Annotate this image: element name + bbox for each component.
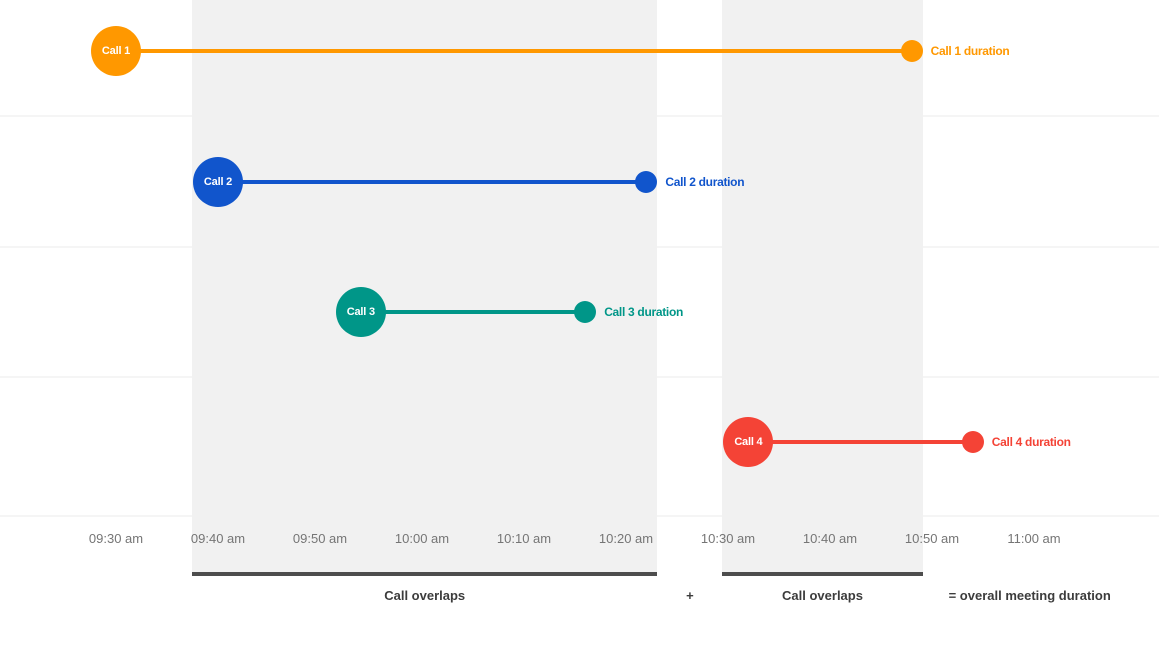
- overlap-band-1: [192, 0, 658, 572]
- x-axis-tick-1: 09:30 am: [88, 531, 144, 546]
- call-4-duration-line: [748, 440, 973, 444]
- call-overlaps-label-1: Call overlaps: [384, 588, 466, 603]
- call-1-start-marker[interactable]: Call 1: [91, 26, 141, 76]
- overlap-band-2: [722, 0, 923, 572]
- call-2-end-marker[interactable]: [635, 171, 658, 193]
- overall-meeting-duration-label: = overall meeting duration: [948, 588, 1111, 603]
- overlap-underline-bar-2: [722, 572, 923, 576]
- overlap-underline-bar-1: [192, 572, 658, 576]
- call-3-duration-label: Call 3 duration: [604, 305, 684, 319]
- call-1-end-marker[interactable]: [900, 40, 923, 62]
- x-axis-tick-10: 11:00 am: [1007, 531, 1061, 546]
- x-axis-tick-5: 10:10 am: [496, 531, 552, 546]
- call-4-duration-label: Call 4 duration: [991, 435, 1071, 449]
- x-axis-tick-7: 10:30 am: [700, 531, 756, 546]
- x-axis-tick-8: 10:40 am: [802, 531, 858, 546]
- call-2-start-marker[interactable]: Call 2: [193, 157, 243, 207]
- call-1-duration-label: Call 1 duration: [930, 44, 1010, 58]
- call-3-end-marker[interactable]: [574, 301, 597, 323]
- x-axis-tick-3: 09:50 am: [292, 531, 348, 546]
- x-axis-tick-6: 10:20 am: [598, 531, 654, 546]
- call-3-start-marker[interactable]: Call 3: [335, 287, 386, 337]
- call-overlaps-label-2: Call overlaps: [782, 588, 863, 603]
- call-2-duration-label: Call 2 duration: [665, 175, 745, 189]
- call-1-duration-line: [116, 49, 912, 53]
- call-2-duration-line: [218, 180, 647, 184]
- call-4-start-marker[interactable]: Call 4: [723, 417, 774, 467]
- call-4-end-marker[interactable]: [961, 431, 984, 453]
- call-3-duration-line: [360, 310, 586, 314]
- x-axis-tick-2: 09:40 am: [190, 531, 246, 546]
- x-axis-tick-4: 10:00 am: [394, 531, 450, 546]
- plus-operator: +: [686, 588, 694, 603]
- x-axis-tick-9: 10:50 am: [904, 531, 960, 546]
